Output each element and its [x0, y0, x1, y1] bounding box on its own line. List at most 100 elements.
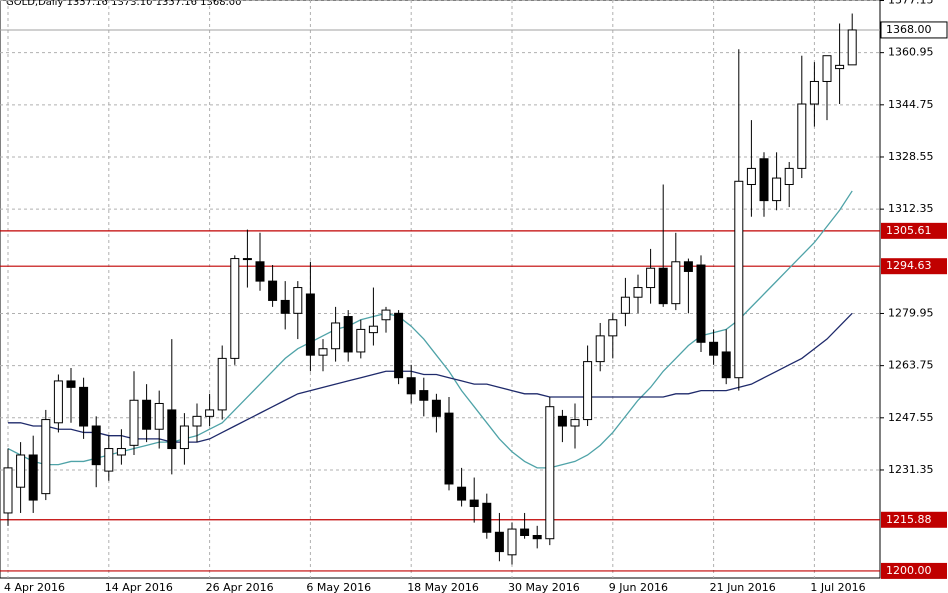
candle-body	[91, 425, 101, 466]
candle-body	[116, 448, 126, 456]
x-tick-label: 30 May 2016	[508, 581, 580, 593]
candle-body	[79, 386, 89, 427]
level-label: 1200.00	[886, 564, 932, 577]
candle-body	[583, 361, 593, 421]
candle-body	[696, 264, 706, 343]
candle-body	[394, 312, 404, 379]
candle-body	[595, 335, 605, 363]
candle-body	[759, 158, 769, 202]
level-tag	[881, 511, 947, 528]
candle-body	[217, 357, 227, 411]
candle-body	[557, 415, 567, 427]
candle-body	[242, 258, 252, 261]
candle-body	[53, 380, 63, 424]
candle-body	[507, 528, 517, 556]
x-tick-label: 18 May 2016	[407, 581, 479, 593]
candle-body	[746, 167, 756, 186]
x-tick-label: 21 Jun 2016	[710, 581, 776, 593]
moving-average	[8, 312, 853, 443]
candle-body	[318, 348, 328, 356]
candle-body	[331, 322, 341, 350]
candle-body	[406, 377, 416, 395]
chart-title: GOLD,Daily 1357.16 1373.10 1357.16 1368.…	[6, 0, 242, 8]
candle-body	[494, 531, 504, 553]
candle-body	[646, 267, 656, 289]
level-label: 1215.88	[886, 513, 932, 526]
candle-body	[532, 534, 542, 540]
candle-body	[431, 399, 441, 417]
candle-body	[734, 180, 744, 379]
candle-body	[822, 55, 832, 82]
candle-body	[721, 351, 731, 379]
candle-body	[3, 467, 13, 514]
candle-body	[280, 299, 290, 314]
x-tick-label: 26 Apr 2016	[206, 581, 274, 593]
candle-body	[683, 261, 693, 272]
candle-body	[784, 167, 794, 186]
candle-body	[797, 103, 807, 169]
candle-body	[457, 486, 467, 501]
y-tick-label: 1263.75	[888, 359, 934, 372]
y-tick-label: 1377.15	[888, 0, 934, 6]
candle-body	[419, 390, 429, 401]
candle-body	[847, 29, 857, 66]
candle-body	[658, 267, 668, 305]
plot-frame	[0, 0, 881, 579]
candle-body	[167, 409, 177, 450]
candle-body	[368, 325, 378, 334]
candle-body	[255, 261, 265, 282]
x-tick-label: 6 May 2016	[306, 581, 371, 593]
candle-body	[129, 399, 139, 446]
candle-body	[154, 402, 164, 430]
candle-body	[809, 80, 819, 105]
x-tick-label: 1 Jul 2016	[810, 581, 865, 593]
candle-body	[671, 261, 681, 305]
price-tag	[880, 21, 948, 39]
candle-body	[16, 454, 26, 488]
candle-body	[230, 258, 240, 359]
x-tick-label: 9 Jun 2016	[609, 581, 668, 593]
y-tick-label: 1247.55	[888, 411, 934, 424]
candle-body	[356, 328, 366, 353]
candle-body	[268, 280, 278, 301]
x-tick-label: 4 Apr 2016	[4, 581, 65, 593]
y-tick-label: 1279.95	[888, 306, 934, 319]
candle-body	[41, 419, 51, 495]
y-tick-label: 1328.55	[888, 150, 934, 163]
candle-body	[570, 419, 580, 427]
candle-body	[482, 502, 492, 533]
level-label: 1305.61	[886, 224, 932, 237]
candle-body	[179, 425, 189, 450]
candle-body	[545, 406, 555, 540]
candle-body	[444, 412, 454, 485]
candle-body	[343, 316, 353, 353]
candle-body	[192, 415, 202, 427]
candle-body	[66, 380, 76, 388]
candle-body	[469, 499, 479, 508]
level-tag	[881, 222, 947, 239]
level-tag	[881, 562, 947, 579]
moving-average	[7, 190, 853, 469]
candle-body	[293, 287, 303, 314]
y-tick-label: 1344.75	[888, 98, 934, 111]
candle-body	[381, 309, 391, 321]
y-tick-label: 1231.35	[888, 463, 934, 476]
candle-body	[142, 399, 152, 430]
candle-body	[772, 177, 782, 202]
x-tick-label: 14 Apr 2016	[105, 581, 173, 593]
candle-body	[520, 528, 530, 536]
candle-body	[104, 448, 114, 472]
candle-body	[305, 293, 315, 356]
candle-body	[28, 454, 38, 501]
candle-body	[633, 287, 643, 298]
candle-body	[620, 296, 630, 314]
y-tick-label: 1312.35	[888, 202, 934, 215]
candle-body	[709, 341, 719, 356]
level-label: 1294.63	[886, 259, 932, 272]
candle-body	[608, 319, 618, 337]
y-tick-label: 1360.95	[888, 46, 934, 59]
level-tag	[881, 258, 947, 275]
candle-body	[205, 409, 215, 417]
candle-body	[835, 64, 845, 70]
